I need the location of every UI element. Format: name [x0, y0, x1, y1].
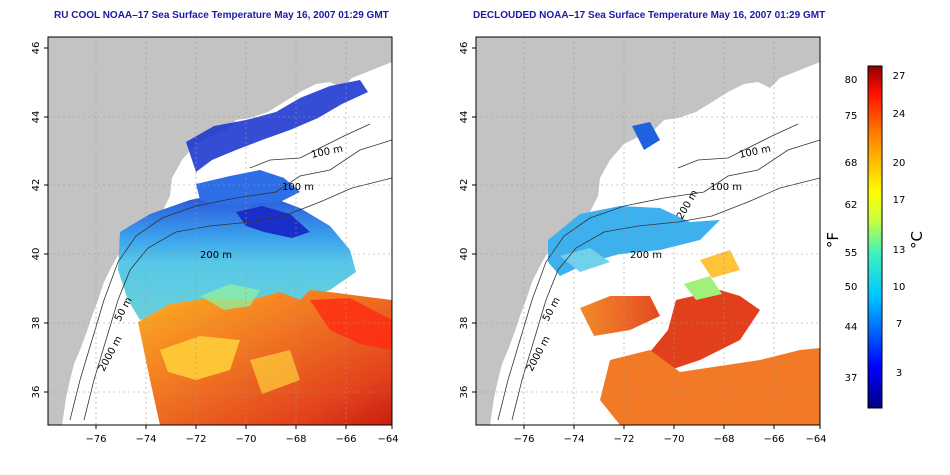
celsius-tick: 7: [896, 319, 902, 330]
left-isobath-label: 200 m: [200, 250, 232, 261]
right-lat-tick: 44: [459, 111, 470, 124]
left-lat-tick: 42: [31, 179, 42, 192]
left-map-title: RU COOL NOAA–17 Sea Surface Temperature …: [54, 10, 389, 21]
left-lon-tick: −68: [285, 434, 306, 445]
left-sst-cold: [186, 80, 368, 172]
fahrenheit-tick: 50: [845, 282, 858, 293]
right-lon-tick: −76: [513, 434, 534, 445]
fahrenheit-tick: 80: [845, 75, 858, 86]
right-lat-tick: 46: [459, 42, 470, 55]
left-lon-tick: −72: [185, 434, 206, 445]
right-sst-warm: [580, 296, 660, 336]
right-lon-tick: −70: [663, 434, 684, 445]
fahrenheit-tick: 44: [845, 322, 858, 333]
colorbar: °F °C 80 75 68 62 55 50 44 37 27 24 20 1…: [824, 65, 926, 409]
right-lat-tick: 40: [459, 248, 470, 261]
celsius-tick: 24: [893, 109, 906, 120]
right-lon-tick: −68: [713, 434, 734, 445]
celsius-label: °C: [908, 231, 926, 249]
fahrenheit-tick: 37: [845, 373, 858, 384]
right-lat-tick: 38: [459, 317, 470, 330]
left-lon-tick: −66: [335, 434, 356, 445]
right-lon-tick: −72: [613, 434, 634, 445]
fahrenheit-label: °F: [824, 232, 842, 248]
right-lon-tick: −74: [563, 434, 584, 445]
celsius-tick: 13: [893, 245, 906, 256]
left-lat-tick: 38: [31, 317, 42, 330]
right-map-panel: 100 m 100 m 200 m 200 m 50 m 2000 m 36 3…: [459, 36, 827, 445]
celsius-tick: 17: [893, 195, 906, 206]
left-isobath-label: 100 m: [282, 182, 314, 193]
right-lon-tick: −66: [763, 434, 784, 445]
right-lon-tick: −64: [805, 434, 826, 445]
left-lat-tick: 46: [31, 42, 42, 55]
left-lon-tick: −74: [135, 434, 156, 445]
right-land: [476, 37, 820, 425]
celsius-tick: 3: [896, 368, 902, 379]
left-lat-tick: 36: [31, 386, 42, 399]
right-map-title: DECLOUDED NOAA–17 Sea Surface Temperatur…: [473, 10, 826, 21]
left-map-panel: 100 m 100 m 200 m 50 m 2000 m 36 38 40 4…: [31, 36, 399, 445]
right-lat-tick: 42: [459, 179, 470, 192]
left-lon-tick: −64: [377, 434, 398, 445]
fahrenheit-tick: 55: [845, 248, 858, 259]
right-isobath-label: 200 m: [630, 250, 662, 261]
right-lat-tick: 36: [459, 386, 470, 399]
celsius-tick: 20: [893, 158, 906, 169]
fahrenheit-tick: 68: [845, 158, 858, 169]
left-land: [48, 37, 392, 425]
fahrenheit-tick: 62: [845, 200, 858, 211]
left-lon-tick: −70: [235, 434, 256, 445]
fahrenheit-tick: 75: [845, 111, 858, 122]
celsius-tick: 10: [893, 282, 906, 293]
left-lat-tick: 40: [31, 248, 42, 261]
celsius-tick: 27: [893, 71, 906, 82]
left-lat-tick: 44: [31, 111, 42, 124]
left-lon-tick: −76: [85, 434, 106, 445]
right-isobath-label: 100 m: [710, 182, 742, 193]
colorbar-gradient: [867, 65, 883, 409]
